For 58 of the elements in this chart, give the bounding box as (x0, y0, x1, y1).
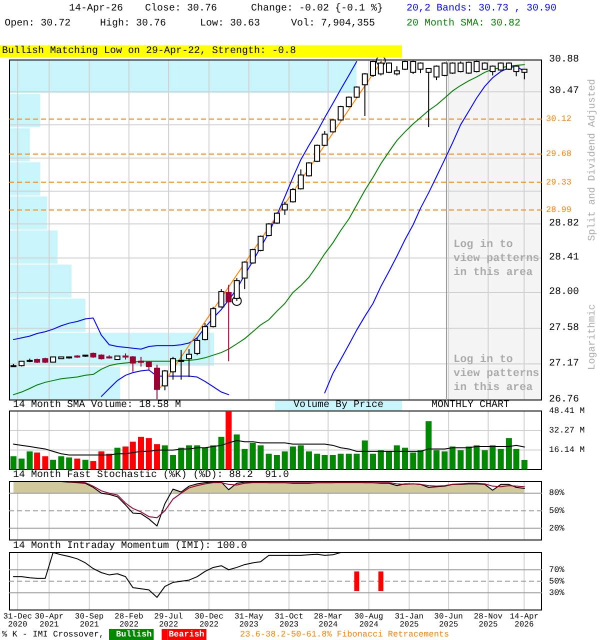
y-tick-label: 50% (549, 506, 566, 516)
text: Change: -0.02 {-0.1 %} (251, 2, 384, 14)
y-tick-label: 28.41 (549, 252, 580, 264)
x-tick-label: 30-Dec 2022 (194, 612, 224, 629)
chart-title: 14 Month SMA Volume: 18.58 M (13, 399, 182, 411)
x-tick-label: 28-Nov 2025 (474, 612, 503, 629)
y-axis-title: Split and Dividend Adjusted (586, 78, 598, 242)
text: Log in to view patterns in this area (453, 354, 540, 394)
y-tick-label: 30.47 (549, 86, 580, 98)
ref-line-label: 29.33 (546, 177, 572, 188)
x-tick-label: 31-Dec 2020 (3, 612, 32, 629)
x-tick-label: 30-Aug 2024 (354, 612, 384, 629)
y-tick-label: 48.41 M (549, 406, 585, 416)
band-label: Log in to view patterns in this area (453, 239, 540, 279)
y-tick-label: 70% (549, 564, 566, 575)
text: Logarithmic (586, 304, 598, 370)
x-tick-label: 31-Jan 2025 (394, 612, 424, 629)
x-tick-label: 30-Jun 2025 (434, 612, 464, 629)
text: Bullish Matching Low on 29-Apr-22, Strength: -0.8 (2, 45, 296, 58)
y-tick-label: 32.27 M (549, 426, 585, 436)
ref-line-label: 28.99 (546, 204, 572, 215)
chart-title: 14 Month Intraday Momentum (IMI): 100.0 (13, 540, 248, 552)
x-tick-label: 14-Apr 2026 (510, 612, 539, 629)
y-tick-label: 28.82 (549, 218, 580, 230)
chart-title: 14 Month Fast Stochastic (%K) (%D): 88.2 91.0 (13, 469, 290, 481)
y-tick-label: 50% (549, 576, 566, 586)
text: Volume By Price (293, 399, 384, 411)
annotation: MONTHLY CHART (432, 400, 510, 411)
y-tick-label: 20% (549, 523, 566, 534)
legend-title: % K - IMI Crossover, (2, 630, 104, 640)
y-tick-label: 26.76 (549, 394, 580, 406)
text: Low: 30.63 (200, 18, 260, 30)
text: Close: 30.76 (145, 2, 218, 14)
y-tick-label: 16.14 M (549, 444, 585, 455)
text: 14-Apr-26 (69, 4, 124, 14)
ref-line-label: 29.68 (546, 149, 572, 160)
legend-label: Bullish (116, 630, 152, 640)
x-tick-label: 30-Sep 2021 (74, 612, 104, 629)
x-tick-label: 29-Jul 2022 (154, 612, 184, 629)
y-tick-label: 28.00 (549, 286, 580, 298)
x-tick-label: 31-May 2023 (234, 612, 264, 629)
text: Vol: 7,904,355 (291, 18, 376, 30)
y-tick-label: 27.58 (549, 322, 580, 334)
text: 20 Month SMA: 30.82 (406, 18, 521, 30)
y-tick-label: 30.88 (549, 54, 580, 66)
y-tick-label: 80% (549, 488, 566, 498)
text: 23.6-38.2-50-61.8% Fibonacci Retracements (240, 630, 450, 640)
x-tick-label: 28-Feb 2022 (114, 612, 144, 629)
x-tick-label: 31-Oct 2023 (274, 612, 304, 629)
text: 20,2 Bands: 30.73 , 30.90 (406, 2, 557, 14)
text: Open: 30.72 (4, 18, 71, 30)
x-tick-label: 28-Mar 2024 (314, 612, 343, 629)
y-tick-label: 30% (549, 588, 566, 598)
ref-line-label: 30.12 (546, 114, 572, 124)
x-tick-label: 30-Apr 2021 (34, 612, 64, 629)
y-tick-label: 27.17 (549, 358, 580, 370)
legend-label: Bearish (168, 630, 204, 640)
text: High: 30.76 (100, 18, 166, 30)
